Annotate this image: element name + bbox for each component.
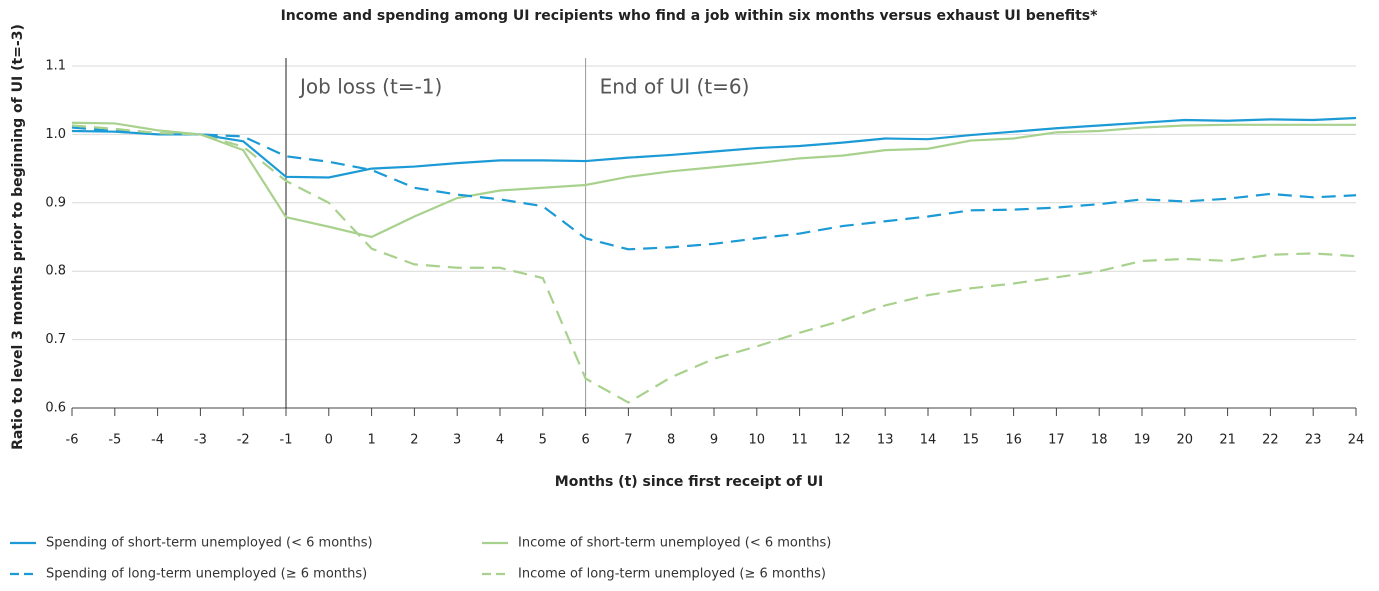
x-tick-label: 17 [1048,433,1065,448]
x-tick-label: -1 [280,433,293,448]
x-tick-label: -2 [237,433,250,448]
x-tick-label: -5 [108,433,121,448]
x-tick-label: 24 [1348,433,1365,448]
x-tick-label: 10 [749,433,766,448]
x-tick-label: 2 [410,433,418,448]
series-line [71,126,1357,251]
y-tick-label: 0.8 [45,264,66,279]
y-tick-label: 0.9 [45,195,66,210]
legend-label: Income of short-term unemployed (< 6 mon… [518,536,831,551]
x-tick-label: 3 [453,433,461,448]
x-tick-label: 15 [963,433,980,448]
x-tick-label: 19 [1134,433,1151,448]
x-tick-label: 1 [367,433,375,448]
x-tick-label: 23 [1305,433,1322,448]
x-tick-label: -4 [151,433,164,448]
x-tick-label: 20 [1177,433,1194,448]
x-tick-label: 21 [1219,433,1236,448]
x-tick-label: 16 [1005,433,1022,448]
x-tick-label: 9 [710,433,718,448]
series-line [71,116,1357,179]
legend-label: Spending of long-term unemployed (≥ 6 mo… [46,567,367,582]
x-tick-label: 18 [1091,433,1108,448]
chart-title: Income and spending among UI recipients … [281,8,1099,24]
annotation-label: End of UI (t=6) [600,75,750,99]
annotation-label: Job loss (t=-1) [298,75,442,99]
y-tick-label: 0.7 [45,332,66,347]
legend-label: Income of long-term unemployed (≥ 6 mont… [518,567,826,582]
y-axis-label: Ratio to level 3 months prior to beginni… [10,24,26,450]
series-line [71,124,1357,404]
x-tick-label: 14 [920,433,937,448]
x-tick-label: 6 [581,433,589,448]
x-axis-label: Months (t) since first receipt of UI [555,474,823,490]
series-line [71,121,1356,239]
x-tick-label: 7 [624,433,632,448]
x-tick-label: 12 [834,433,851,448]
x-tick-label: -3 [194,433,207,448]
x-tick-label: 0 [325,433,333,448]
x-tick-label: 13 [877,433,894,448]
y-tick-label: 1.1 [45,59,66,74]
x-tick-label: 8 [667,433,675,448]
y-tick-label: 0.6 [45,401,66,416]
y-tick-label: 1.0 [45,127,66,142]
x-tick-label: 4 [496,433,504,448]
x-tick-label: 11 [791,433,808,448]
legend-label: Spending of short-term unemployed (< 6 m… [46,536,373,551]
x-tick-label: 5 [539,433,547,448]
x-tick-label: -6 [66,433,79,448]
x-tick-label: 22 [1262,433,1279,448]
